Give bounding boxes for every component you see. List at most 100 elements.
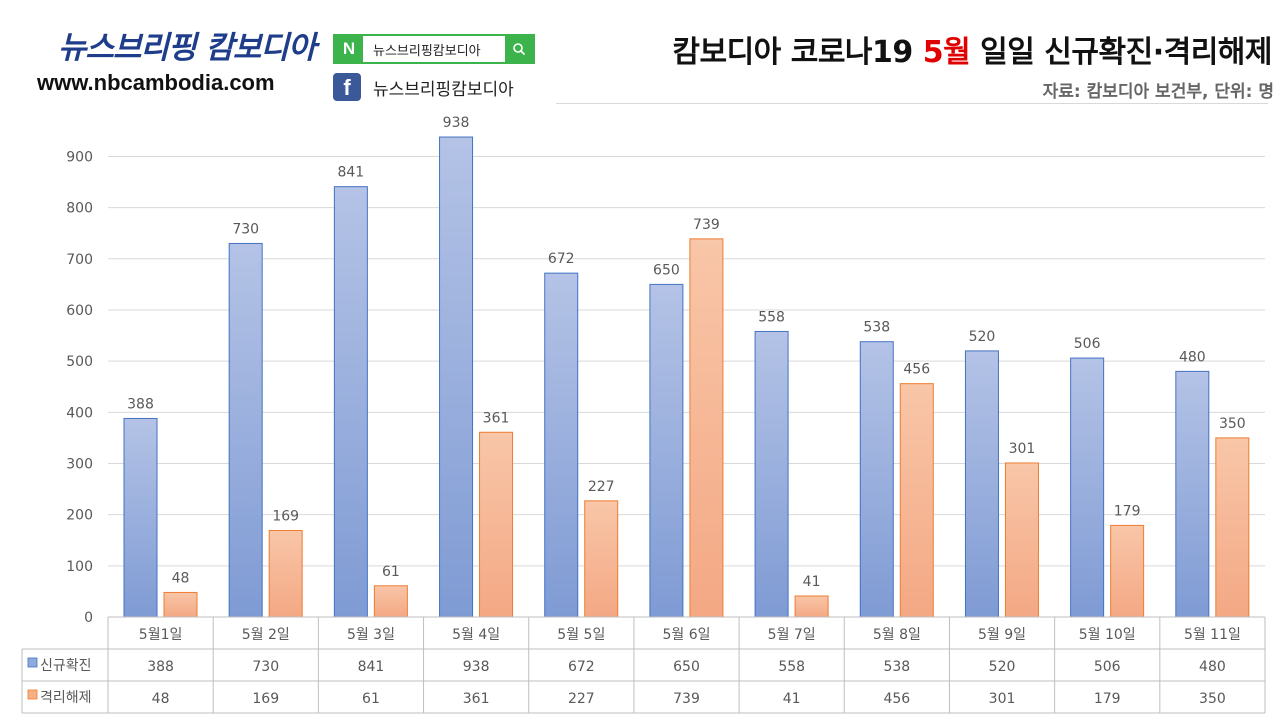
- bar-released: [268, 530, 303, 618]
- x-category-label: 5월 7일: [768, 627, 816, 643]
- data-label: 456: [903, 362, 930, 378]
- bar-released: [899, 383, 934, 618]
- bar-confirmed: [964, 350, 999, 618]
- bar-confirmed: [1175, 370, 1210, 618]
- data-label: 650: [653, 262, 680, 278]
- bar-confirmed: [439, 136, 474, 618]
- facebook-page-name: 뉴스브리핑캄보디아: [373, 79, 514, 100]
- x-category-label: 5월 4일: [452, 627, 500, 643]
- table-cell: 672: [568, 659, 595, 675]
- title-part-1: 캄보디아 코로나19: [672, 35, 923, 70]
- bar-confirmed: [123, 417, 158, 618]
- table-cell: 350: [1199, 691, 1226, 707]
- y-tick-label: 600: [66, 303, 93, 319]
- x-category-label: 5월 3일: [347, 627, 395, 643]
- bar-confirmed: [544, 272, 579, 618]
- data-label: 739: [693, 217, 720, 233]
- x-category-label: 5월 11일: [1184, 627, 1241, 643]
- data-label: 506: [1074, 336, 1101, 352]
- x-category-label: 5월 5일: [557, 627, 605, 643]
- title-divider: [556, 103, 1268, 104]
- table-cell: 739: [673, 691, 700, 707]
- table-cell: 558: [778, 659, 805, 675]
- y-tick-label: 800: [66, 201, 93, 217]
- data-label: 169: [272, 509, 299, 525]
- data-label: 48: [172, 570, 190, 586]
- table-cell: 938: [463, 659, 490, 675]
- data-label: 672: [548, 251, 575, 267]
- table-cell: 227: [568, 691, 595, 707]
- data-label: 361: [483, 410, 510, 426]
- x-category-label: 5월1일: [139, 627, 183, 643]
- table-cell: 61: [362, 691, 380, 707]
- data-label: 938: [443, 115, 470, 131]
- legend-label: 격리해제: [40, 690, 92, 706]
- brand-title: 뉴스브리핑 캄보디아: [58, 30, 316, 66]
- x-category-label: 5월 8일: [873, 627, 921, 643]
- data-label: 520: [969, 329, 996, 345]
- bar-released: [584, 500, 619, 618]
- naver-search-box[interactable]: N 뉴스브리핑캄보디아: [333, 34, 535, 64]
- x-category-label: 5월 9일: [978, 627, 1026, 643]
- data-label: 841: [337, 165, 364, 181]
- bar-released: [794, 595, 829, 618]
- y-tick-label: 900: [66, 149, 93, 165]
- data-label: 350: [1219, 416, 1246, 432]
- x-category-label: 5월 2일: [242, 627, 290, 643]
- data-label: 301: [1009, 441, 1036, 457]
- y-tick-label: 200: [66, 508, 93, 524]
- table-cell: 41: [783, 691, 801, 707]
- table-cell: 301: [989, 691, 1016, 707]
- brand-url[interactable]: www.nbcambodia.com: [37, 70, 275, 95]
- data-label: 480: [1179, 349, 1206, 365]
- bar-confirmed: [1070, 357, 1105, 618]
- data-label: 227: [588, 479, 615, 495]
- table-cell: 841: [358, 659, 385, 675]
- naver-logo-icon: N: [335, 36, 363, 62]
- chart-title: 캄보디아 코로나19 5월 일일 신규확진·격리해제: [672, 27, 1272, 71]
- table-cell: 506: [1094, 659, 1121, 675]
- data-label: 61: [382, 564, 400, 580]
- y-tick-label: 0: [84, 610, 93, 626]
- data-label: 538: [863, 320, 890, 336]
- table-cell: 179: [1094, 691, 1121, 707]
- title-part-2: 일일 신규확진·격리해제: [970, 35, 1272, 70]
- bar-confirmed: [859, 341, 894, 618]
- chart-subtitle: 자료: 캄보디아 보건부, 단위: 명: [1042, 82, 1274, 102]
- table-cell: 48: [152, 691, 170, 707]
- bar-released: [1004, 462, 1039, 618]
- search-icon[interactable]: [505, 36, 533, 62]
- y-tick-label: 400: [66, 405, 93, 421]
- bar-released: [1215, 437, 1250, 618]
- bar-confirmed: [649, 283, 684, 618]
- data-label: 558: [758, 309, 785, 325]
- facebook-link[interactable]: f 뉴스브리핑캄보디아: [333, 73, 514, 101]
- table-cell: 730: [252, 659, 279, 675]
- bar-confirmed: [228, 242, 263, 618]
- data-label: 179: [1114, 503, 1141, 519]
- table-cell: 456: [883, 691, 910, 707]
- title-highlight: 5월: [922, 35, 971, 70]
- bar-released: [479, 431, 514, 618]
- table-cell: 480: [1199, 659, 1226, 675]
- data-label: 41: [803, 574, 821, 590]
- legend-key: [27, 657, 38, 668]
- bar-released: [689, 238, 724, 618]
- y-tick-label: 300: [66, 456, 93, 472]
- facebook-icon: f: [333, 73, 361, 101]
- data-label: 388: [127, 396, 154, 412]
- bar-confirmed: [754, 330, 789, 618]
- table-cell: 388: [147, 659, 174, 675]
- bar-released: [163, 591, 198, 618]
- table-cell: 538: [883, 659, 910, 675]
- y-tick-label: 100: [66, 559, 93, 575]
- table-cell: 520: [989, 659, 1016, 675]
- legend-key: [27, 689, 38, 700]
- bar-released: [1110, 524, 1145, 618]
- naver-search-text[interactable]: 뉴스브리핑캄보디아: [373, 43, 481, 59]
- bar-released: [373, 585, 408, 618]
- table-cell: 361: [463, 691, 490, 707]
- bar-confirmed: [333, 186, 368, 618]
- table-cell: 650: [673, 659, 700, 675]
